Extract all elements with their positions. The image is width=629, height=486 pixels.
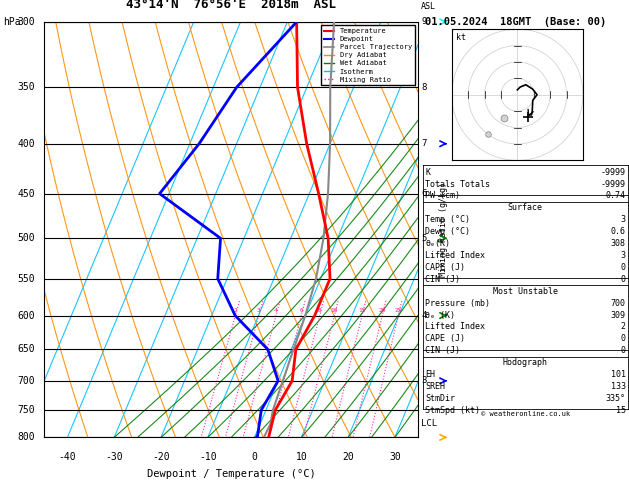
Text: 309: 309 [611,311,626,320]
Text: 6: 6 [299,308,303,313]
Text: Mixing Ratio (g/kg): Mixing Ratio (g/kg) [439,182,448,277]
Text: K: K [425,168,430,177]
Text: Temp (°C): Temp (°C) [425,215,470,225]
Text: 0: 0 [621,334,626,344]
Text: Hodograph: Hodograph [503,358,548,367]
Text: 600: 600 [17,311,35,321]
Text: 5: 5 [421,234,426,243]
Text: Totals Totals: Totals Totals [425,179,490,189]
Text: -20: -20 [152,452,170,462]
Text: StmDir: StmDir [425,394,455,403]
Text: Dewp (°C): Dewp (°C) [425,227,470,236]
Text: LCL: LCL [421,419,437,429]
Text: θₑ (K): θₑ (K) [425,311,455,320]
Text: 3: 3 [257,308,260,313]
Text: 3: 3 [621,215,626,225]
Text: PW (cm): PW (cm) [425,191,460,201]
Text: Most Unstable: Most Unstable [493,287,558,296]
Text: 450: 450 [17,189,35,199]
Text: 25: 25 [394,308,402,313]
Text: 800: 800 [17,433,35,442]
Text: 650: 650 [17,345,35,354]
Text: 10: 10 [296,452,307,462]
Text: 750: 750 [17,405,35,415]
Text: 20: 20 [342,452,354,462]
Text: hPa: hPa [3,17,21,27]
Text: 2: 2 [621,323,626,331]
Text: 133: 133 [611,382,626,391]
Text: Dewpoint / Temperature (°C): Dewpoint / Temperature (°C) [147,469,316,479]
Text: -9999: -9999 [601,168,626,177]
Text: Lifted Index: Lifted Index [425,251,485,260]
Text: EH: EH [425,370,435,379]
Text: 0: 0 [621,275,626,284]
Text: 3: 3 [421,376,426,385]
Text: 550: 550 [17,274,35,284]
Text: 4: 4 [421,311,426,320]
Text: 8: 8 [318,308,321,313]
Text: 300: 300 [17,17,35,27]
Text: -40: -40 [58,452,76,462]
Text: Surface: Surface [508,203,543,212]
Text: 15: 15 [616,406,626,415]
Text: -10: -10 [199,452,216,462]
Text: 7: 7 [421,139,426,148]
Text: 0: 0 [252,452,257,462]
Text: kt: kt [455,33,465,42]
Text: 2: 2 [233,308,237,313]
Text: StmSpd (kt): StmSpd (kt) [425,406,480,415]
Text: 0: 0 [621,346,626,355]
Text: 15: 15 [359,308,366,313]
Text: CIN (J): CIN (J) [425,346,460,355]
Text: 8: 8 [421,83,426,92]
Text: 43°14'N  76°56'E  2018m  ASL: 43°14'N 76°56'E 2018m ASL [126,0,336,12]
Text: CAPE (J): CAPE (J) [425,334,465,344]
Text: 20: 20 [379,308,386,313]
Text: θₑ(K): θₑ(K) [425,239,450,248]
Text: 700: 700 [611,298,626,308]
Text: 101: 101 [611,370,626,379]
Text: 6: 6 [421,189,426,198]
Text: 400: 400 [17,139,35,149]
Text: 500: 500 [17,233,35,243]
Text: 01.05.2024  18GMT  (Base: 00): 01.05.2024 18GMT (Base: 00) [425,17,606,27]
Text: 0.6: 0.6 [611,227,626,236]
Text: 0.74: 0.74 [606,191,626,201]
Text: km
ASL: km ASL [421,0,437,12]
Text: CAPE (J): CAPE (J) [425,263,465,272]
Text: 350: 350 [17,82,35,92]
Text: © weatheronline.co.uk: © weatheronline.co.uk [481,411,570,417]
Text: 335°: 335° [606,394,626,403]
Text: 9: 9 [421,17,426,26]
Legend: Temperature, Dewpoint, Parcel Trajectory, Dry Adiabat, Wet Adiabat, Isotherm, Mi: Temperature, Dewpoint, Parcel Trajectory… [321,25,415,86]
Text: Pressure (mb): Pressure (mb) [425,298,490,308]
Text: CIN (J): CIN (J) [425,275,460,284]
Text: SREH: SREH [425,382,445,391]
Text: -30: -30 [106,452,123,462]
Text: 3: 3 [621,251,626,260]
Text: 308: 308 [611,239,626,248]
Text: 4: 4 [274,308,278,313]
Text: 30: 30 [389,452,401,462]
Text: 700: 700 [17,376,35,386]
Text: Lifted Index: Lifted Index [425,323,485,331]
Text: 10: 10 [331,308,338,313]
Text: 0: 0 [621,263,626,272]
Text: -9999: -9999 [601,179,626,189]
